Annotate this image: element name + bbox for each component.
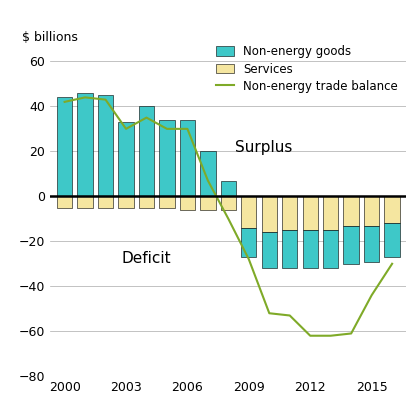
Bar (139, 196, 154, 208)
Bar (57, 196, 72, 208)
Bar (323, 230, 339, 268)
Legend: Non-energy goods, Services, Non-energy trade balance: Non-energy goods, Services, Non-energy t… (214, 43, 401, 95)
Bar (241, 196, 256, 228)
Bar (364, 226, 379, 262)
Bar (98, 95, 113, 196)
Bar (180, 196, 195, 210)
Bar (118, 122, 134, 196)
Text: $ billions: $ billions (22, 31, 78, 43)
Bar (261, 232, 277, 268)
Bar (384, 223, 400, 257)
Bar (200, 196, 215, 210)
Bar (98, 196, 113, 208)
Bar (261, 196, 277, 232)
Bar (180, 120, 195, 196)
Bar (384, 196, 400, 223)
Text: Surplus: Surplus (235, 140, 292, 155)
Bar (323, 196, 339, 230)
Bar (241, 228, 256, 257)
Bar (282, 196, 297, 230)
Bar (118, 196, 134, 208)
Bar (221, 196, 236, 210)
Bar (221, 181, 236, 196)
Bar (200, 151, 215, 196)
Bar (159, 196, 175, 208)
Bar (57, 97, 72, 196)
Bar (344, 196, 359, 226)
Bar (303, 230, 318, 268)
Bar (303, 196, 318, 230)
Text: Deficit: Deficit (122, 251, 171, 266)
Bar (159, 120, 175, 196)
Bar (78, 196, 93, 208)
Bar (364, 196, 379, 226)
Bar (344, 226, 359, 264)
Bar (78, 93, 93, 196)
Bar (139, 106, 154, 196)
Bar (282, 230, 297, 268)
